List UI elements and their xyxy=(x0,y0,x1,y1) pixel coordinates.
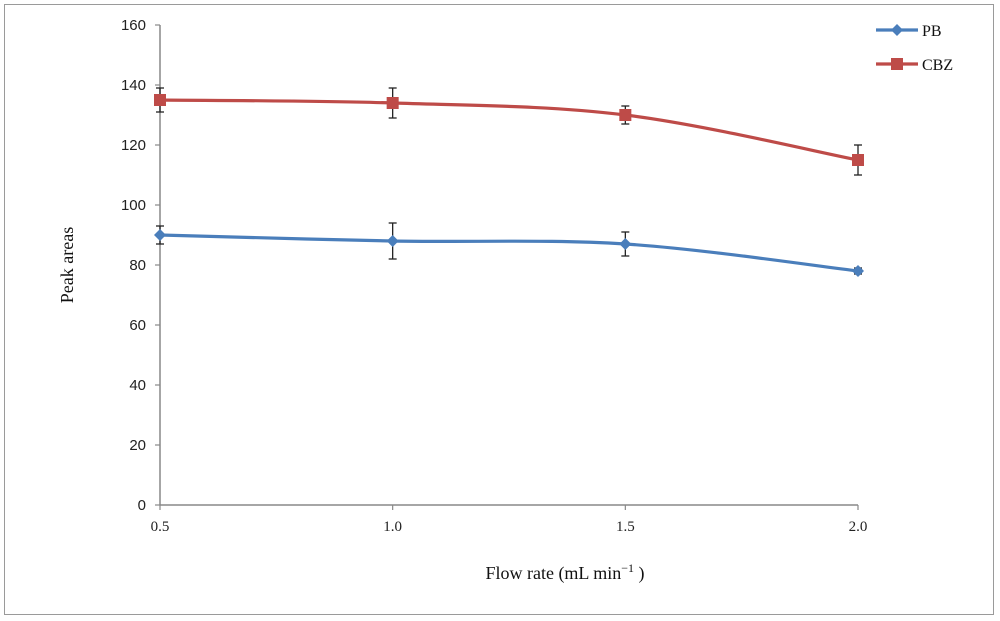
legend-marker xyxy=(891,58,903,70)
x-tick-label: 1.5 xyxy=(616,519,635,535)
data-point xyxy=(386,97,399,109)
x-ticks: 0.5 1.0 1.5 2.0 xyxy=(151,505,868,535)
x-tick-label: 2.0 xyxy=(849,519,868,535)
series-line-pb xyxy=(159,233,859,273)
data-point xyxy=(852,154,864,166)
x-tick-label: 1.0 xyxy=(383,519,402,535)
y-tick-label: 160 xyxy=(121,17,146,34)
y-axis-title: Peak areas xyxy=(57,227,77,303)
y-ticks: 0 20 40 60 80 100 120 140 160 xyxy=(121,17,160,514)
y-tick-label: 140 xyxy=(121,77,146,94)
legend-label: CBZ xyxy=(922,57,953,74)
x-tick-label: 0.5 xyxy=(151,519,170,535)
y-tick-label: 0 xyxy=(138,497,146,514)
data-point xyxy=(619,109,632,121)
series-cbz xyxy=(154,87,864,176)
y-tick-label: 80 xyxy=(129,257,146,274)
axes xyxy=(159,25,858,506)
y-tick-label: 120 xyxy=(121,137,146,154)
x-axis-title-sup: −1 xyxy=(621,561,634,575)
legend-label: PB xyxy=(922,23,942,40)
x-axis-title-close: ) xyxy=(634,563,645,584)
series-pb xyxy=(154,222,864,277)
y-tick-label: 100 xyxy=(121,197,146,214)
legend-item-pb: PB xyxy=(876,23,942,40)
data-point xyxy=(852,265,864,277)
y-tick-label: 20 xyxy=(129,437,146,454)
data-point xyxy=(386,235,399,247)
legend-marker xyxy=(891,24,903,36)
data-point xyxy=(154,229,166,241)
data-point xyxy=(619,238,632,250)
series-layer xyxy=(154,87,864,277)
legend: PB CBZ xyxy=(876,23,953,74)
series-line-cbz xyxy=(159,98,859,162)
legend-item-cbz: CBZ xyxy=(876,57,953,74)
x-axis-title: Flow rate (mL min−1 ) xyxy=(485,561,644,584)
x-axis-title-main: Flow rate (mL min xyxy=(485,563,621,584)
y-tick-label: 60 xyxy=(129,317,146,334)
y-tick-label: 40 xyxy=(129,377,146,394)
data-point xyxy=(154,94,166,106)
